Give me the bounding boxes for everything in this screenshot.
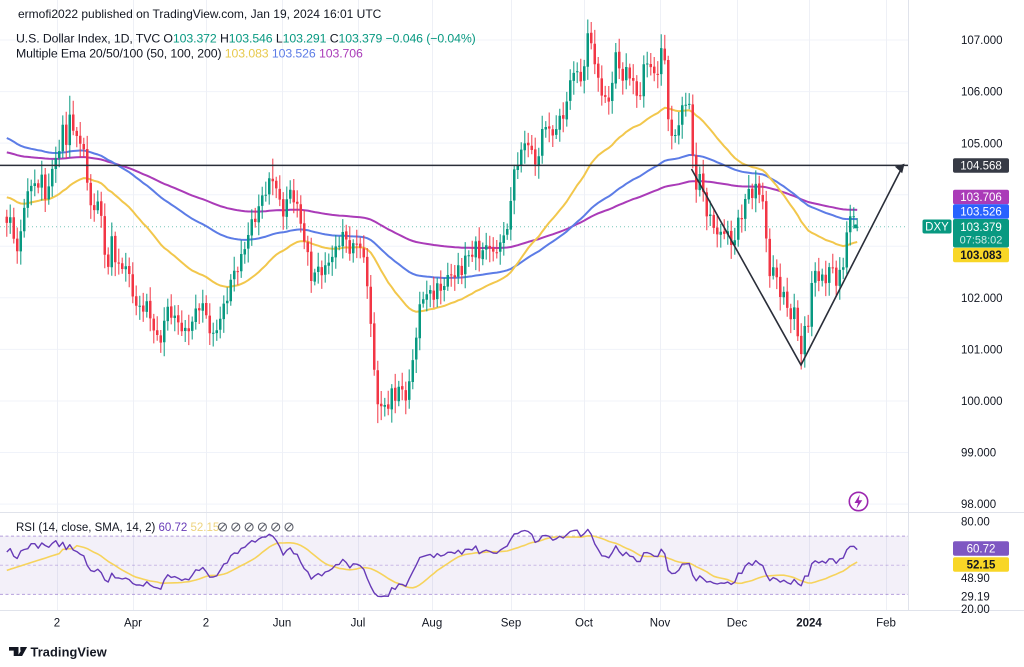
svg-text:Sep: Sep <box>501 618 521 630</box>
svg-text:20.00: 20.00 <box>961 604 990 616</box>
svg-text:Dec: Dec <box>727 618 748 630</box>
svg-text:Feb: Feb <box>876 618 896 630</box>
svg-text:TradingView: TradingView <box>31 645 107 660</box>
svg-text:103.706: 103.706 <box>960 192 1002 204</box>
svg-text:103.083: 103.083 <box>960 250 1002 262</box>
svg-text:99.000: 99.000 <box>961 448 996 460</box>
svg-text:Nov: Nov <box>650 618 671 630</box>
svg-text:52.15: 52.15 <box>967 560 996 572</box>
svg-text:Apr: Apr <box>124 618 142 630</box>
svg-text:60.72: 60.72 <box>967 544 996 556</box>
svg-text:100.000: 100.000 <box>961 396 1003 408</box>
svg-text:103.526: 103.526 <box>960 207 1002 219</box>
svg-text:Multiple Ema 20/50/100 (50, 10: Multiple Ema 20/50/100 (50, 100, 200) 10… <box>16 47 363 61</box>
svg-text:107.000: 107.000 <box>961 35 1003 47</box>
svg-text:U.S. Dollar Index, 1D, TVC O10: U.S. Dollar Index, 1D, TVC O103.372 H103… <box>16 32 476 46</box>
svg-text:29.19: 29.19 <box>961 592 990 604</box>
svg-text:Jul: Jul <box>351 618 366 630</box>
svg-text:Oct: Oct <box>575 618 594 630</box>
svg-text:Aug: Aug <box>422 618 442 630</box>
svg-text:102.000: 102.000 <box>961 293 1003 305</box>
svg-text:105.000: 105.000 <box>961 138 1003 150</box>
svg-text:2: 2 <box>203 618 209 630</box>
svg-text:Jun: Jun <box>273 618 292 630</box>
svg-text:RSI (14, close, SMA, 14, 2) 60: RSI (14, close, SMA, 14, 2) 60.72 52.15 <box>16 522 219 534</box>
svg-text:2: 2 <box>54 618 60 630</box>
svg-text:103.379: 103.379 <box>960 222 1002 234</box>
svg-text:98.000: 98.000 <box>961 499 996 511</box>
svg-text:80.00: 80.00 <box>961 517 990 529</box>
svg-text:ermofi2022 published on Tradin: ermofi2022 published on TradingView.com,… <box>18 7 382 21</box>
svg-text:DXY: DXY <box>925 222 949 234</box>
svg-text:48.90: 48.90 <box>961 573 990 585</box>
svg-text:07:58:02: 07:58:02 <box>960 235 1003 247</box>
svg-text:106.000: 106.000 <box>961 87 1003 99</box>
svg-text:104.568: 104.568 <box>960 161 1002 173</box>
svg-text:101.000: 101.000 <box>961 345 1003 357</box>
svg-text:2024: 2024 <box>796 618 822 630</box>
